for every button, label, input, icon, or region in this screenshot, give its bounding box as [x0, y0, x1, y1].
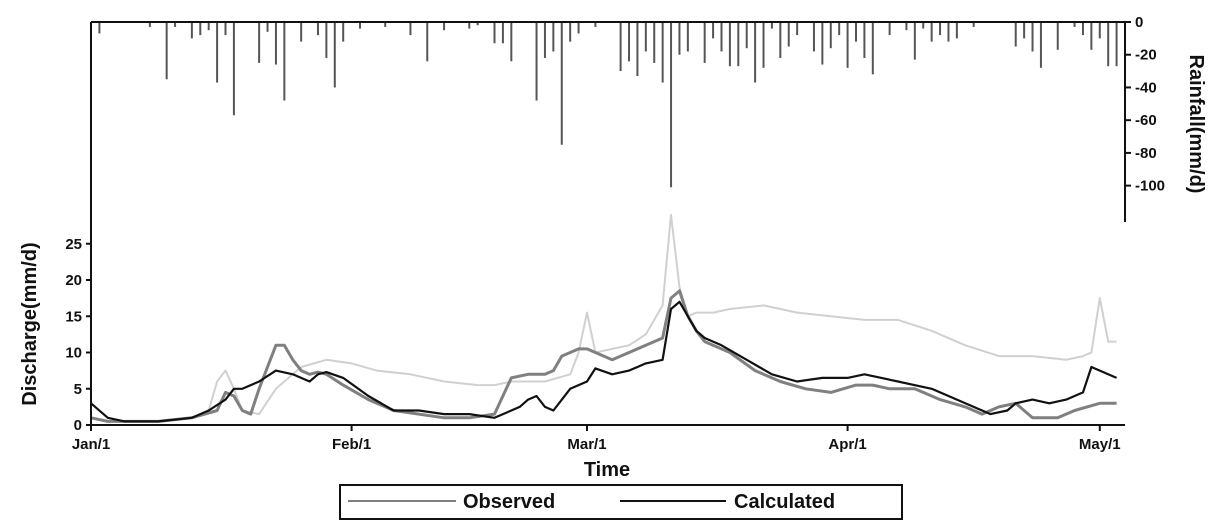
tick-labels: Jan/1 Feb/1 Mar/1 Apr/1 May/1 0 5 10 15 20 25 0 -20 -… — [65, 14, 1165, 453]
series-line-light — [90, 213, 1117, 423]
x-tick-label: Apr/1 — [828, 436, 866, 453]
rain-tick-label: -40 — [1135, 79, 1157, 96]
axes — [90, 21, 1126, 426]
y-tick-label: 5 — [74, 381, 82, 398]
x-tick-label: Feb/1 — [332, 436, 371, 453]
x-tick-label: Jan/1 — [72, 436, 110, 453]
y-axis-title: Discharge(mm/d) — [19, 242, 41, 405]
legend: Observed Calculated — [339, 484, 903, 520]
legend-observed-label: Observed — [463, 491, 555, 513]
rain-tick-label: -60 — [1135, 112, 1157, 129]
series-line-observed — [90, 289, 1117, 423]
y-tick-label: 10 — [65, 345, 82, 362]
rain-tick-label: 0 — [1135, 14, 1143, 31]
x-axis-title: Time — [584, 459, 630, 481]
y-tick-label: 20 — [65, 272, 82, 289]
legend-calculated-label: Calculated — [734, 491, 835, 513]
y2-axis-title: Rainfall(mm/d) — [1185, 55, 1207, 194]
rainfall-bars — [98, 22, 1126, 188]
series-line-calculated — [90, 300, 1118, 423]
discharge-series — [90, 213, 1118, 423]
x-tick-label: May/1 — [1079, 436, 1121, 453]
rain-tick-label: -20 — [1135, 47, 1157, 64]
rain-tick-label: -80 — [1135, 145, 1157, 162]
x-tick-label: Mar/1 — [567, 436, 606, 453]
y-tick-label: 0 — [74, 417, 82, 434]
y-tick-label: 15 — [65, 308, 82, 325]
rain-tick-label: -100 — [1135, 178, 1165, 195]
y-tick-label: 25 — [65, 236, 82, 253]
